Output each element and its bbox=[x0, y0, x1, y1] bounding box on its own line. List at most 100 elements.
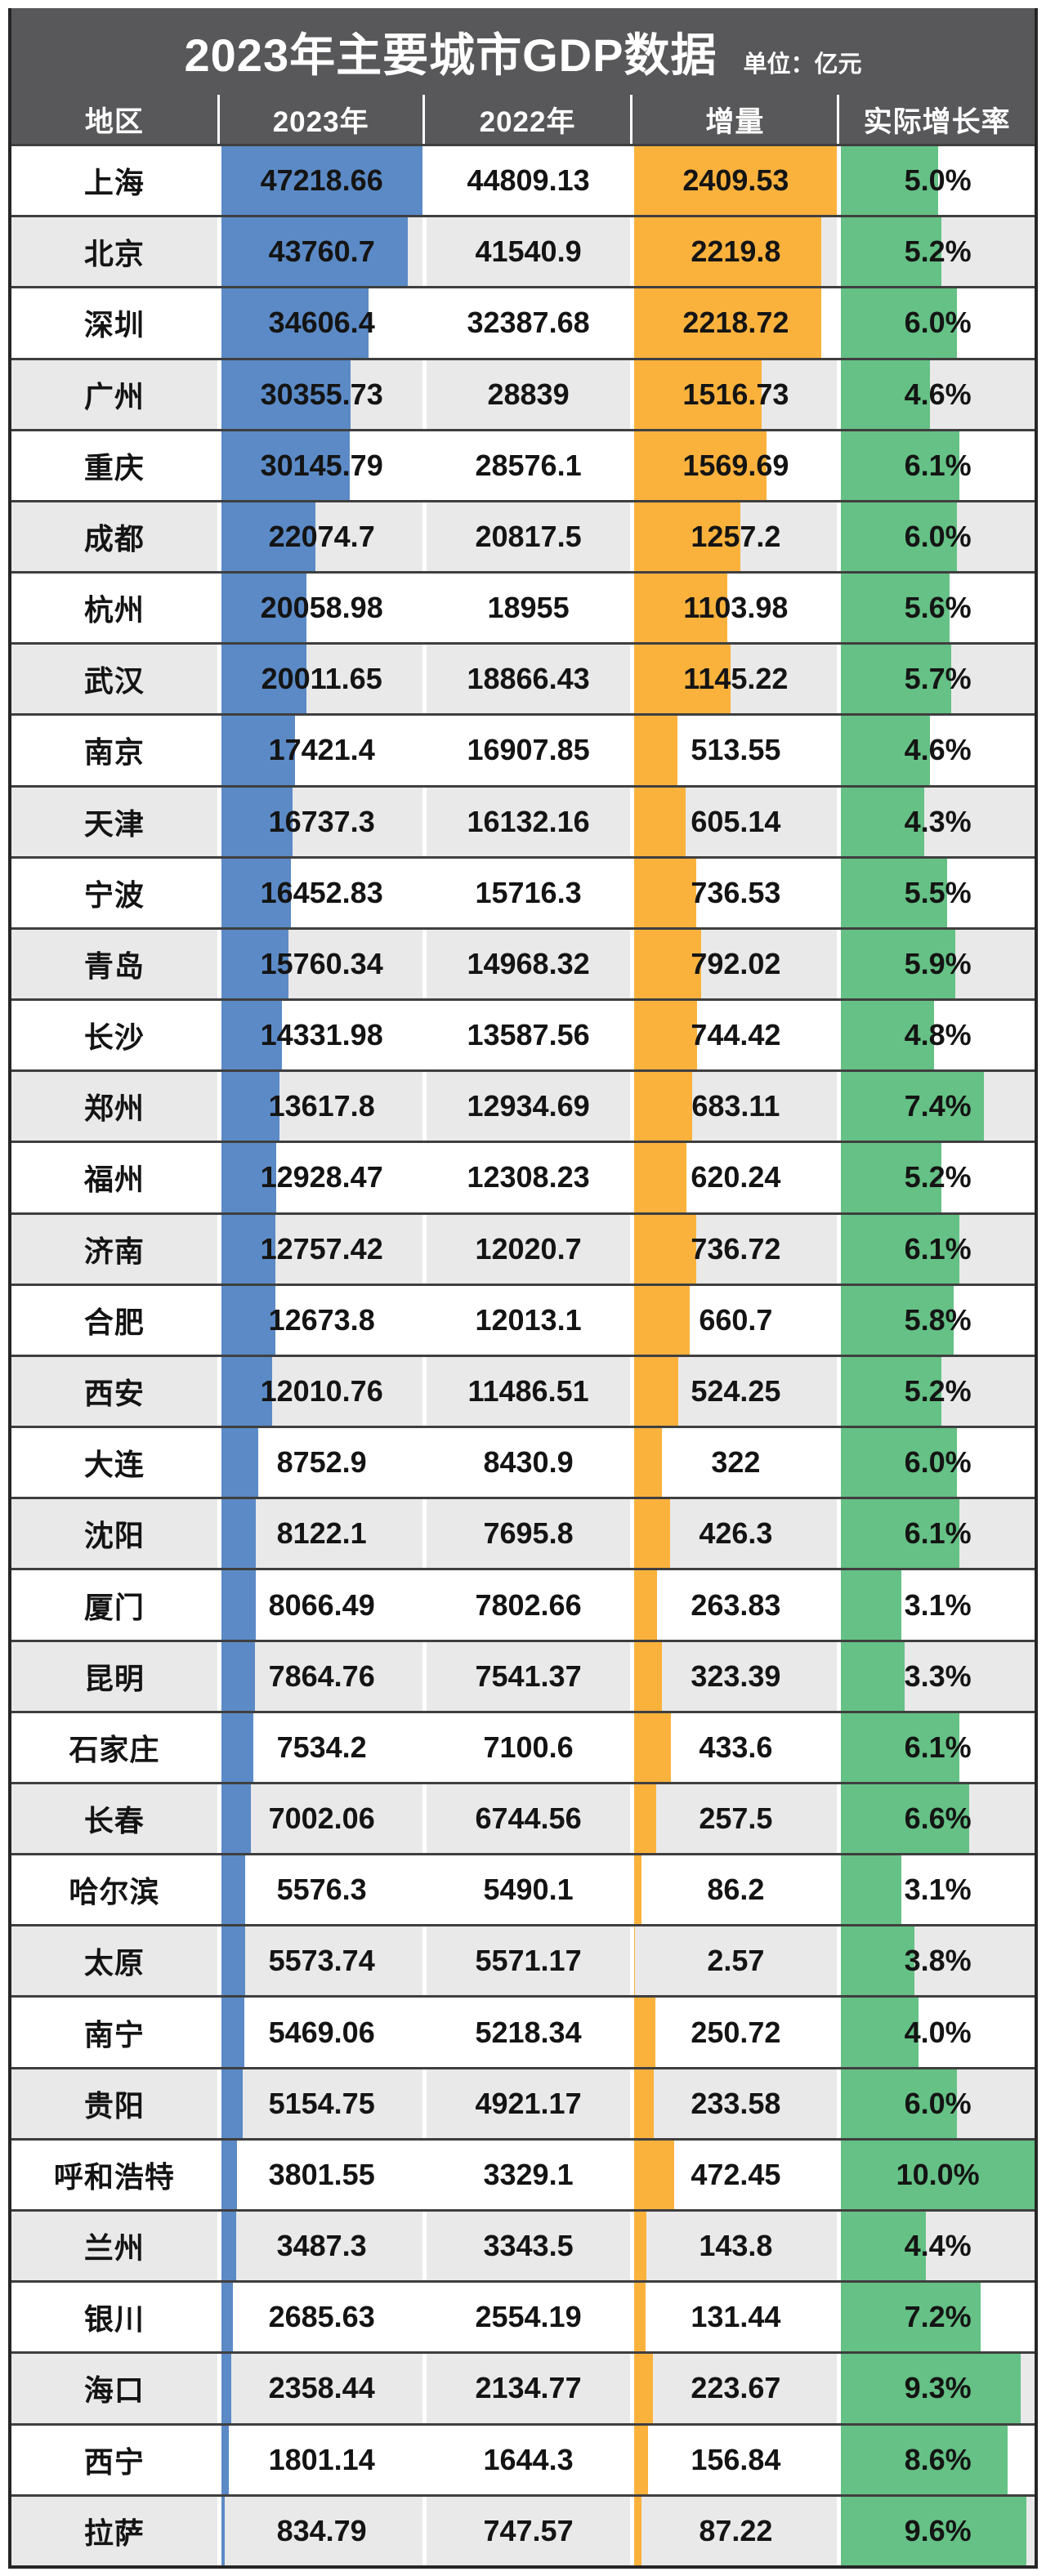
rate-bar bbox=[841, 1499, 959, 1569]
rate-bar bbox=[841, 502, 958, 572]
gdp-2022-cell: 13587.56 bbox=[422, 1001, 631, 1070]
gdp-2023-bar bbox=[221, 2140, 238, 2209]
city-cell: 南宁 bbox=[11, 1998, 217, 2066]
rate-value: 6.1% bbox=[904, 448, 972, 482]
column-header-region: 地区 bbox=[84, 105, 144, 138]
gdp-2023-cell: 13617.8 bbox=[217, 1072, 422, 1141]
city-cell: 青岛 bbox=[11, 930, 217, 998]
gdp-2023-value: 12010.76 bbox=[260, 1374, 383, 1408]
rate-value: 3.1% bbox=[904, 1587, 972, 1622]
rate-bar bbox=[841, 1926, 915, 1996]
rate-bar bbox=[841, 787, 925, 856]
gdp-2023-bar bbox=[221, 1641, 255, 1711]
column-header-delta: 增量 bbox=[630, 95, 837, 144]
table-row: 济南 12757.42 12020.7 736.72 6.1% bbox=[11, 1212, 1035, 1284]
rate-cell: 4.8% bbox=[837, 1001, 1035, 1070]
delta-value: 736.72 bbox=[691, 1231, 781, 1266]
rate-bar bbox=[841, 2140, 1035, 2209]
gdp-2023-bar bbox=[221, 1712, 253, 1782]
gdp-2023-value: 3801.55 bbox=[268, 2157, 375, 2191]
gdp-2023-cell: 12673.8 bbox=[217, 1285, 422, 1355]
rate-cell: 3.8% bbox=[837, 1926, 1035, 1996]
gdp-2023-value: 3487.3 bbox=[276, 2229, 367, 2263]
gdp-2022-cell: 12308.23 bbox=[422, 1143, 631, 1212]
city-cell: 武汉 bbox=[11, 645, 217, 713]
city-cell: 合肥 bbox=[11, 1286, 217, 1355]
city-name: 北京 bbox=[83, 237, 145, 271]
rate-cell: 5.2% bbox=[837, 1356, 1035, 1426]
delta-bar bbox=[634, 1499, 671, 1569]
gdp-2023-bar bbox=[221, 359, 351, 429]
rate-cell: 3.1% bbox=[837, 1570, 1035, 1640]
table-row: 太原 5573.74 5571.17 2.57 3.8% bbox=[11, 1924, 1035, 1996]
gdp-2023-cell: 22074.7 bbox=[217, 502, 422, 572]
rate-value: 5.0% bbox=[904, 163, 972, 198]
gdp-2023-value: 20011.65 bbox=[261, 662, 382, 696]
city-name: 杭州 bbox=[83, 593, 145, 627]
gdp-2023-bar bbox=[221, 2211, 236, 2281]
delta-cell: 605.14 bbox=[630, 787, 837, 856]
delta-value: 513.55 bbox=[691, 733, 781, 767]
delta-value: 257.5 bbox=[699, 1801, 773, 1836]
gdp-2023-value: 5576.3 bbox=[276, 1873, 367, 1907]
delta-bar bbox=[634, 1143, 687, 1212]
rate-cell: 9.3% bbox=[837, 2354, 1035, 2423]
rate-cell: 7.4% bbox=[837, 1072, 1035, 1141]
delta-cell: 2218.72 bbox=[630, 288, 837, 358]
rate-value: 5.2% bbox=[904, 234, 972, 269]
gdp-2022-value: 1644.3 bbox=[483, 2442, 574, 2476]
gdp-2023-value: 34606.4 bbox=[268, 306, 375, 340]
gdp-2022-value: 2134.77 bbox=[475, 2371, 582, 2405]
gdp-2022-cell: 747.57 bbox=[422, 2496, 631, 2565]
gdp-2023-bar bbox=[221, 431, 350, 500]
delta-bar bbox=[634, 787, 686, 856]
gdp-2022-value: 3329.1 bbox=[483, 2157, 574, 2191]
rate-cell: 9.6% bbox=[837, 2496, 1035, 2565]
gdp-2023-bar bbox=[221, 2496, 225, 2565]
gdp-2023-bar bbox=[221, 146, 422, 216]
delta-bar bbox=[634, 1285, 691, 1355]
gdp-2022-value: 5571.17 bbox=[475, 1944, 582, 1978]
rate-value: 3.3% bbox=[904, 1659, 972, 1693]
gdp-2023-value: 12757.42 bbox=[260, 1231, 383, 1266]
rate-value: 8.6% bbox=[904, 2442, 972, 2476]
gdp-2023-bar bbox=[221, 2354, 231, 2423]
column-header-row: 地区 2023年 2022年 增量 实际增长率 bbox=[11, 95, 1035, 144]
gdp-2023-value: 12928.47 bbox=[260, 1160, 383, 1194]
delta-cell: 250.72 bbox=[630, 1998, 837, 2067]
city-name: 大连 bbox=[83, 1448, 145, 1482]
delta-value: 736.53 bbox=[691, 875, 781, 909]
delta-cell: 513.55 bbox=[630, 716, 837, 785]
rate-bar bbox=[841, 1214, 959, 1284]
rate-bar bbox=[841, 1072, 985, 1141]
gdp-2022-cell: 44809.13 bbox=[422, 146, 631, 216]
gdp-2022-value: 5218.34 bbox=[475, 2015, 582, 2049]
gdp-2022-value: 11486.51 bbox=[467, 1374, 589, 1408]
gdp-2023-bar bbox=[221, 1214, 276, 1284]
city-cell: 北京 bbox=[11, 217, 217, 286]
delta-value: 2409.53 bbox=[682, 163, 789, 198]
city-name: 济南 bbox=[83, 1234, 145, 1268]
rate-cell: 6.1% bbox=[837, 1712, 1035, 1782]
gdp-2023-bar bbox=[221, 1143, 276, 1212]
delta-cell: 683.11 bbox=[630, 1072, 837, 1141]
delta-bar bbox=[634, 1784, 656, 1854]
delta-value: 524.25 bbox=[691, 1374, 781, 1408]
rate-value: 6.6% bbox=[904, 1801, 972, 1836]
rate-cell: 6.1% bbox=[837, 1499, 1035, 1569]
delta-bar bbox=[634, 2140, 675, 2209]
rate-bar bbox=[841, 2069, 958, 2138]
table-row: 宁波 16452.83 15716.3 736.53 5.5% bbox=[11, 855, 1035, 927]
gdp-2023-bar bbox=[221, 502, 315, 572]
gdp-2023-bar bbox=[221, 787, 293, 856]
city-cell: 海口 bbox=[11, 2354, 217, 2422]
rate-cell: 6.0% bbox=[837, 1428, 1035, 1498]
gdp-2022-value: 15716.3 bbox=[475, 875, 582, 909]
table-row: 上海 47218.66 44809.13 2409.53 5.0% bbox=[11, 144, 1035, 216]
rate-value: 4.4% bbox=[904, 2229, 972, 2263]
city-cell: 西安 bbox=[11, 1357, 217, 1426]
city-cell: 重庆 bbox=[11, 431, 217, 500]
gdp-2023-cell: 20058.98 bbox=[217, 574, 422, 643]
rate-cell: 4.3% bbox=[837, 787, 1035, 856]
table-row: 重庆 30145.79 28576.1 1569.69 6.1% bbox=[11, 428, 1035, 500]
